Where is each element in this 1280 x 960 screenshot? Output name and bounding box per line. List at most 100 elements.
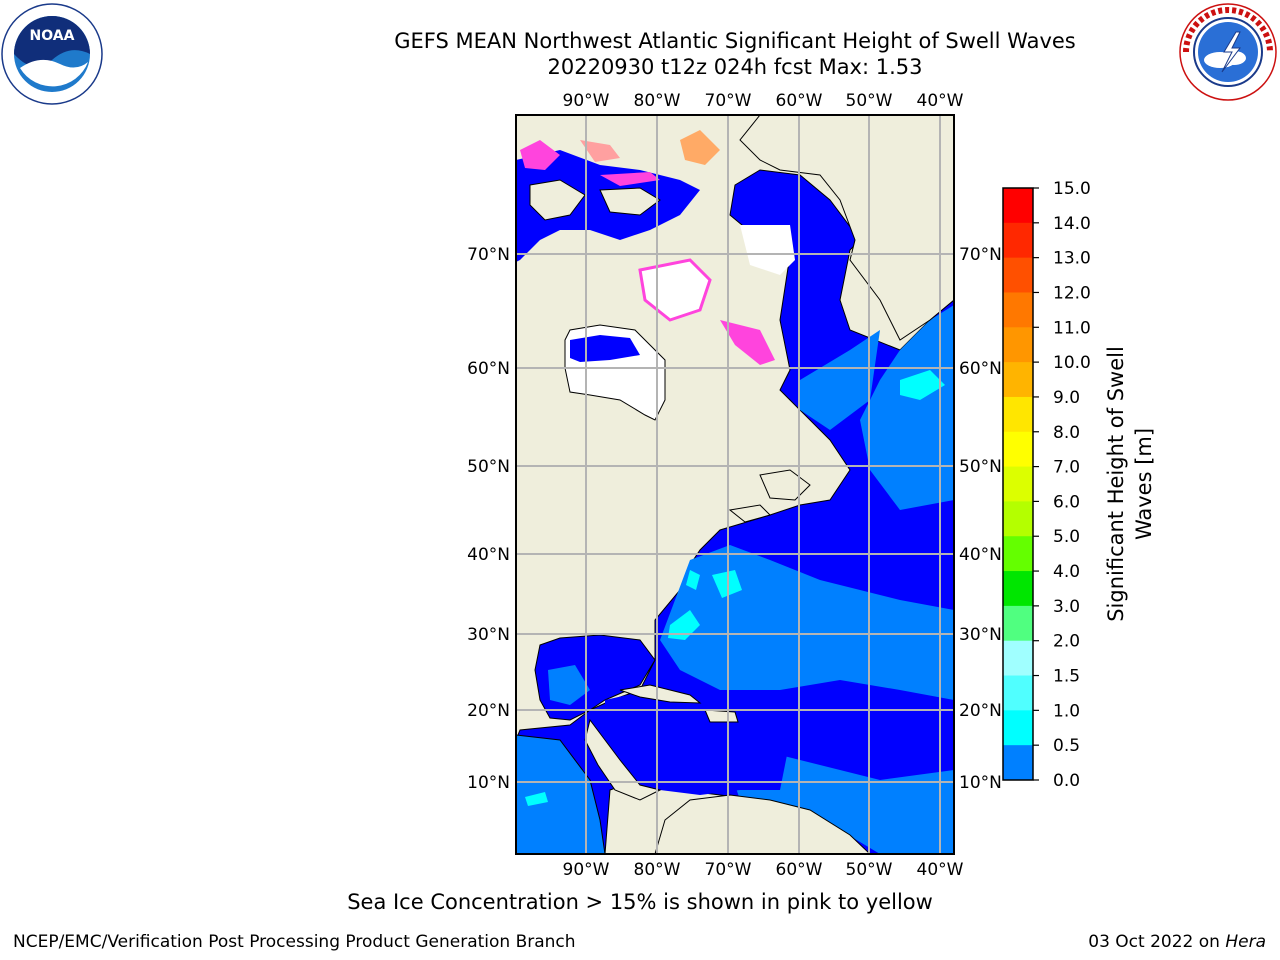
colorbar — [1003, 188, 1033, 781]
swell-peak-offshore — [668, 610, 700, 640]
central-america — [584, 718, 662, 801]
nws-logo — [1179, 3, 1277, 101]
lat-label-right: 60°N — [959, 359, 1002, 379]
sea-ice-note: Sea Ice Concentration > 15% is shown in … — [347, 890, 933, 914]
colorbar-cell — [1003, 431, 1033, 468]
lon-label-bottom: 40°W — [917, 860, 964, 880]
pacific-swell-peak — [525, 792, 548, 806]
caribbean-sea — [605, 690, 790, 795]
sea-ice-2 — [580, 140, 620, 162]
colorbar-frame — [1002, 187, 1034, 781]
lat-label-left: 20°N — [467, 701, 510, 721]
swell-zone-labrador — [800, 330, 880, 430]
hudson-bay-north — [570, 335, 640, 362]
swell-peak-greenland — [900, 370, 945, 400]
colorbar-cell — [1003, 257, 1033, 293]
colorbar-label-line2: Waves [m] — [1132, 428, 1156, 540]
colorbar-cell — [1003, 466, 1033, 502]
cuba — [619, 684, 702, 704]
colorbar-tick-label: 11.0 — [1053, 318, 1091, 338]
map-area — [516, 115, 954, 854]
gulf-swell-zone — [548, 665, 590, 705]
lat-label-right: 20°N — [959, 701, 1002, 721]
lon-label-top: 50°W — [846, 91, 893, 111]
colorbar-tick-label: 3.0 — [1053, 597, 1080, 617]
lat-label-left: 40°N — [467, 545, 510, 565]
footer-date: 03 Oct 2022 on Hera — [1088, 932, 1266, 952]
colorbar-ticks: 15.0 14.0 13.0 12.0 11.0 10.0 9.0 8.0 7.0 6.0 5.0 4… — [1033, 179, 1091, 791]
colorbar-cell — [1003, 292, 1033, 328]
lat-label-left: 30°N — [467, 625, 510, 645]
colorbar-label-line1: Significant Height of Swell — [1104, 346, 1128, 622]
lon-label-bottom: 70°W — [705, 860, 752, 880]
colorbar-cell — [1003, 362, 1033, 398]
lon-label-bottom: 90°W — [563, 860, 610, 880]
lat-label-right: 10°N — [959, 773, 1002, 793]
colorbar-cell — [1003, 222, 1033, 259]
lat-label-left: 50°N — [467, 457, 510, 477]
lat-label-right: 40°N — [959, 545, 1002, 565]
colorbar-tick-label: 2.0 — [1053, 632, 1080, 652]
colorbar-tick-label: 6.0 — [1053, 492, 1080, 512]
colorbar-tick-label: 8.0 — [1053, 423, 1080, 443]
colorbar-tick-label: 5.0 — [1053, 527, 1080, 547]
lat-label-left: 10°N — [467, 773, 510, 793]
sea-ice-3 — [680, 130, 720, 165]
colorbar-tick-label: 4.0 — [1053, 562, 1080, 582]
chart-subtitle: 20220930 t12z 024h fcst Max: 1.53 — [547, 55, 923, 79]
colorbar-tick-label: 1.5 — [1053, 667, 1080, 687]
sea-ice-1 — [520, 140, 560, 170]
colorbar-cell — [1003, 605, 1033, 642]
colorbar-cell — [1003, 536, 1033, 572]
lon-label-top: 40°W — [917, 91, 964, 111]
map-gridlines — [516, 115, 954, 854]
colorbar-tick-label: 12.0 — [1053, 283, 1091, 303]
colorbar-tick-label: 13.0 — [1053, 249, 1091, 269]
lon-label-top: 80°W — [634, 91, 681, 111]
lat-label-left: 70°N — [467, 245, 510, 265]
colorbar-tick-label: 0.0 — [1053, 771, 1080, 791]
colorbar-cell — [1003, 640, 1033, 677]
swell-zone-north — [860, 305, 954, 510]
south-america — [654, 794, 871, 854]
baffin-nodata — [740, 225, 795, 275]
chart-title: GEFS MEAN Northwest Atlantic Significant… — [394, 29, 1076, 53]
lon-label-top: 90°W — [563, 91, 610, 111]
lon-label-top: 60°W — [776, 91, 823, 111]
colorbar-tick-label: 14.0 — [1053, 214, 1091, 234]
nova-scotia — [728, 504, 771, 523]
footer-branch: NCEP/EMC/Verification Post Processing Pr… — [13, 932, 576, 952]
newfoundland — [759, 469, 811, 501]
lat-label-right: 30°N — [959, 625, 1002, 645]
greenland — [739, 115, 954, 341]
colorbar-cell — [1003, 745, 1033, 781]
colorbar-tick-label: 7.0 — [1053, 458, 1080, 478]
sea-ice-4 — [600, 172, 660, 186]
swell-peak-coastal — [686, 570, 700, 590]
pacific-ocean — [516, 734, 606, 854]
colorbar-tick-label: 9.0 — [1053, 388, 1080, 408]
colorbar-cell — [1003, 710, 1033, 746]
lat-label-right: 70°N — [959, 245, 1002, 265]
colorbar-cell — [1003, 396, 1033, 433]
lon-label-top: 70°W — [705, 91, 752, 111]
arctic-island-2 — [599, 187, 661, 216]
colorbar-cell — [1003, 188, 1033, 224]
colorbar-cell — [1003, 675, 1033, 711]
sea-ice-5 — [720, 320, 775, 365]
footer-machine: Hera — [1225, 932, 1266, 952]
lon-label-bottom: 60°W — [776, 860, 823, 880]
lon-labels: 90°W 80°W 70°W 60°W 50°W 40°W 90°W 80°W … — [563, 91, 964, 880]
colorbar-tick-label: 10.0 — [1053, 353, 1091, 373]
footer-date-text: 03 Oct 2022 on — [1088, 932, 1220, 952]
lat-labels: 70°N 60°N 50°N 40°N 30°N 20°N 10°N 70°N … — [467, 245, 1002, 793]
colorbar-tick-label: 1.0 — [1053, 701, 1080, 721]
colorbar-tick-label: 0.5 — [1053, 736, 1080, 756]
colorbar-cell — [1003, 571, 1033, 607]
lat-label-left: 60°N — [467, 359, 510, 379]
colorbar-tick-label: 15.0 — [1053, 179, 1091, 199]
arctic-island-1 — [529, 179, 586, 221]
noaa-center-text: NOAA — [30, 28, 75, 44]
map-frame — [515, 114, 955, 855]
